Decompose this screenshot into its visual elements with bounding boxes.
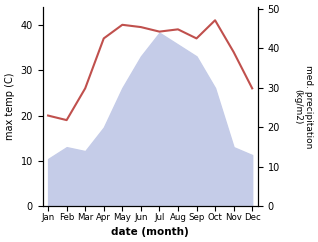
X-axis label: date (month): date (month) xyxy=(111,227,189,237)
Y-axis label: med. precipitation
(kg/m2): med. precipitation (kg/m2) xyxy=(294,65,313,148)
Y-axis label: max temp (C): max temp (C) xyxy=(5,73,15,140)
